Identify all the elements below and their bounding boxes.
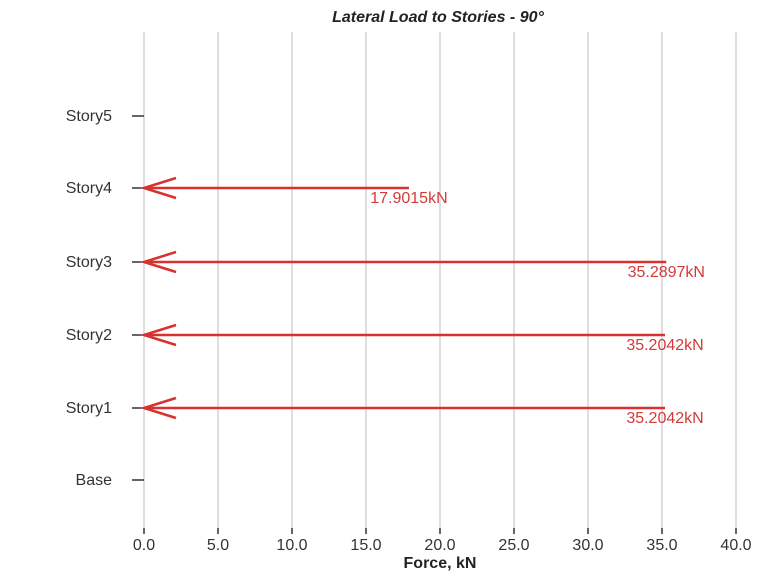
- story-label: Story5: [66, 108, 112, 125]
- force-value-label: 35.2042kN: [626, 410, 703, 427]
- x-tick-label: 35.0: [646, 537, 677, 554]
- x-tick-label: 15.0: [350, 537, 381, 554]
- arrow-head: [139, 396, 177, 420]
- arrow-head: [139, 250, 177, 274]
- force-arrows: 17.9015kN 35.2897kN 35.2042kN 35.2042kN: [139, 176, 705, 427]
- story-label: Story2: [66, 327, 112, 344]
- force-arrow: 17.9015kN: [139, 176, 448, 207]
- story-label: Story3: [66, 254, 112, 271]
- x-tick-label: 20.0: [424, 537, 455, 554]
- story-label: Story1: [66, 400, 112, 417]
- force-arrow: 35.2042kN: [139, 323, 704, 354]
- story-label: Base: [76, 472, 113, 489]
- force-value-label: 35.2042kN: [626, 337, 703, 354]
- force-value-label: 17.9015kN: [370, 190, 447, 207]
- x-tick-label: 25.0: [498, 537, 529, 554]
- story-axis: Story5 Story4 Story3 Story2 Story1 Base: [66, 108, 144, 489]
- force-arrow: 35.2042kN: [139, 396, 704, 427]
- arrow-head: [139, 323, 177, 347]
- x-tick-label: 10.0: [276, 537, 307, 554]
- x-tick-label: 40.0: [720, 537, 751, 554]
- chart-grid: [143, 32, 737, 528]
- x-axis-label: Force, kN: [404, 555, 477, 572]
- x-tick-label: 30.0: [572, 537, 603, 554]
- force-arrow: 35.2897kN: [139, 250, 705, 281]
- chart-title: Lateral Load to Stories - 90°: [332, 9, 544, 26]
- x-axis-ticks: 0.0 5.0 10.0 15.0 20.0 25.0 30.0 35.0 40.0: [133, 528, 752, 554]
- force-value-label: 35.2897kN: [628, 264, 705, 281]
- x-tick-label: 0.0: [133, 537, 155, 554]
- story-label: Story4: [66, 180, 112, 197]
- arrow-head: [139, 176, 177, 200]
- x-tick-label: 5.0: [207, 537, 229, 554]
